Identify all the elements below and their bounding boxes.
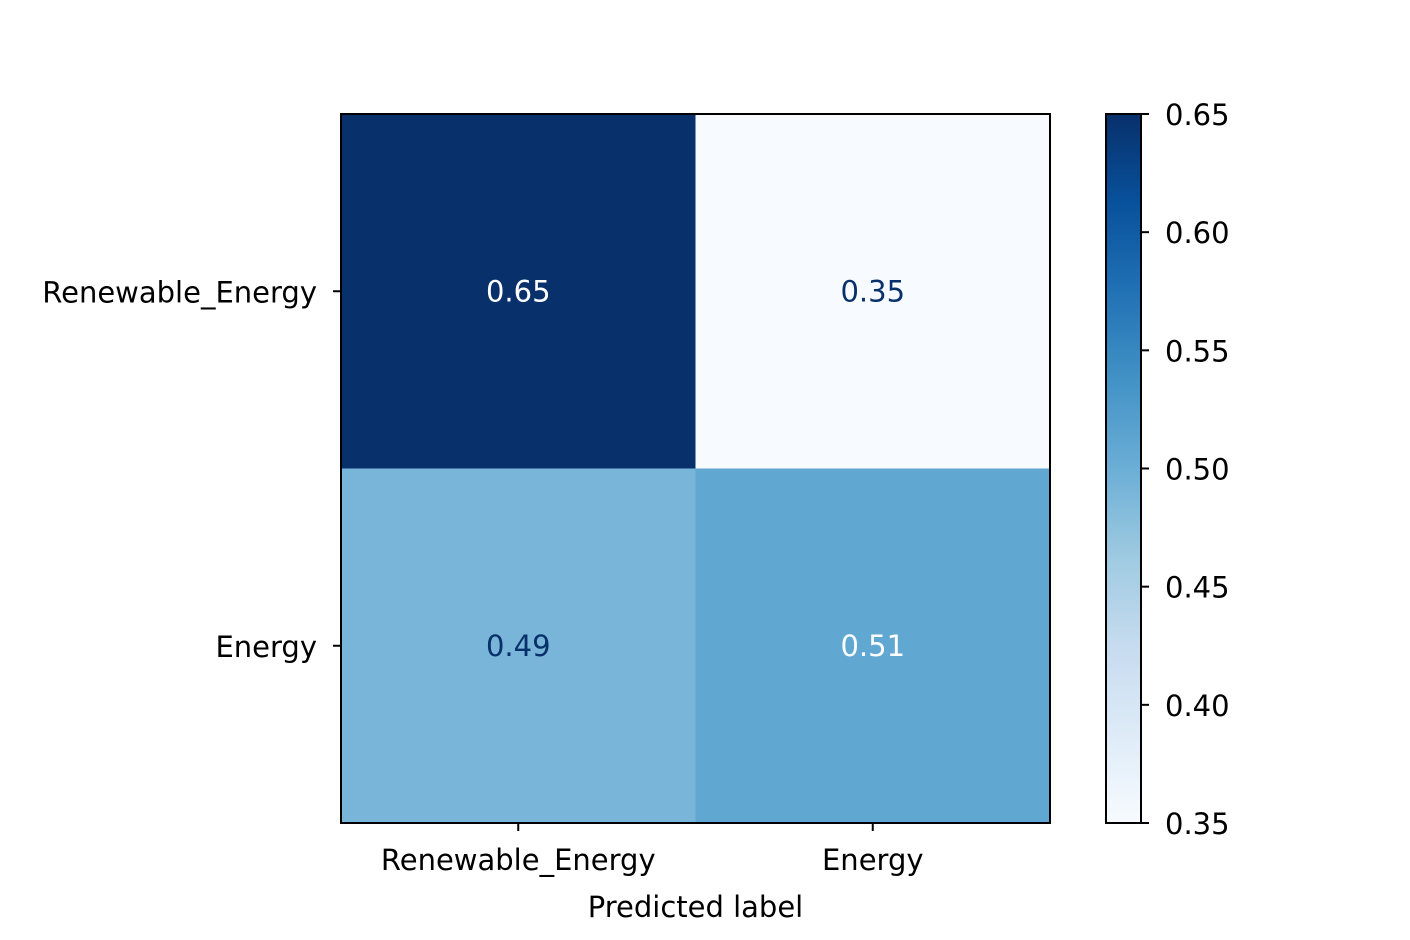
colorbar-tick-label: 0.65 — [1165, 98, 1230, 132]
y-tick-label: Renewable_Energy — [42, 275, 317, 309]
heatmap-cell — [341, 114, 696, 469]
x-axis-ticks: Renewable_Energy Energy — [381, 823, 924, 877]
colorbar-tick-label: 0.60 — [1165, 216, 1230, 250]
x-axis-title: Predicted label — [588, 890, 804, 924]
heatmap-cell — [341, 468, 696, 824]
cell-value-label: 0.49 — [486, 629, 551, 663]
colorbar-tick-label: 0.45 — [1165, 571, 1230, 605]
cell-value-label: 0.65 — [486, 274, 551, 308]
x-tick-label: Energy — [822, 843, 924, 877]
colorbar-ticks: 0.35 0.40 0.45 0.50 0.55 0.60 0.65 — [1141, 98, 1230, 841]
heatmap-cell — [695, 468, 1051, 824]
cell-value-label: 0.35 — [840, 274, 905, 308]
cell-value-labels: 0.65 0.35 0.49 0.51 — [486, 274, 905, 663]
plot-frame — [340, 113, 1051, 824]
colorbar-tick-label: 0.55 — [1165, 334, 1230, 368]
x-tick-label: Renewable_Energy — [381, 843, 656, 877]
colorbar — [1105, 113, 1142, 824]
cell-value-label: 0.51 — [840, 629, 905, 663]
heatmap-cells — [341, 114, 1051, 824]
heatmap-cell — [695, 114, 1051, 469]
y-tick-label: Energy — [215, 630, 317, 664]
y-axis-ticks: Renewable_Energy Energy — [42, 275, 341, 664]
colorbar-tick-label: 0.40 — [1165, 689, 1230, 723]
colorbar-tick-label: 0.35 — [1165, 807, 1230, 841]
colorbar-tick-label: 0.50 — [1165, 453, 1230, 487]
